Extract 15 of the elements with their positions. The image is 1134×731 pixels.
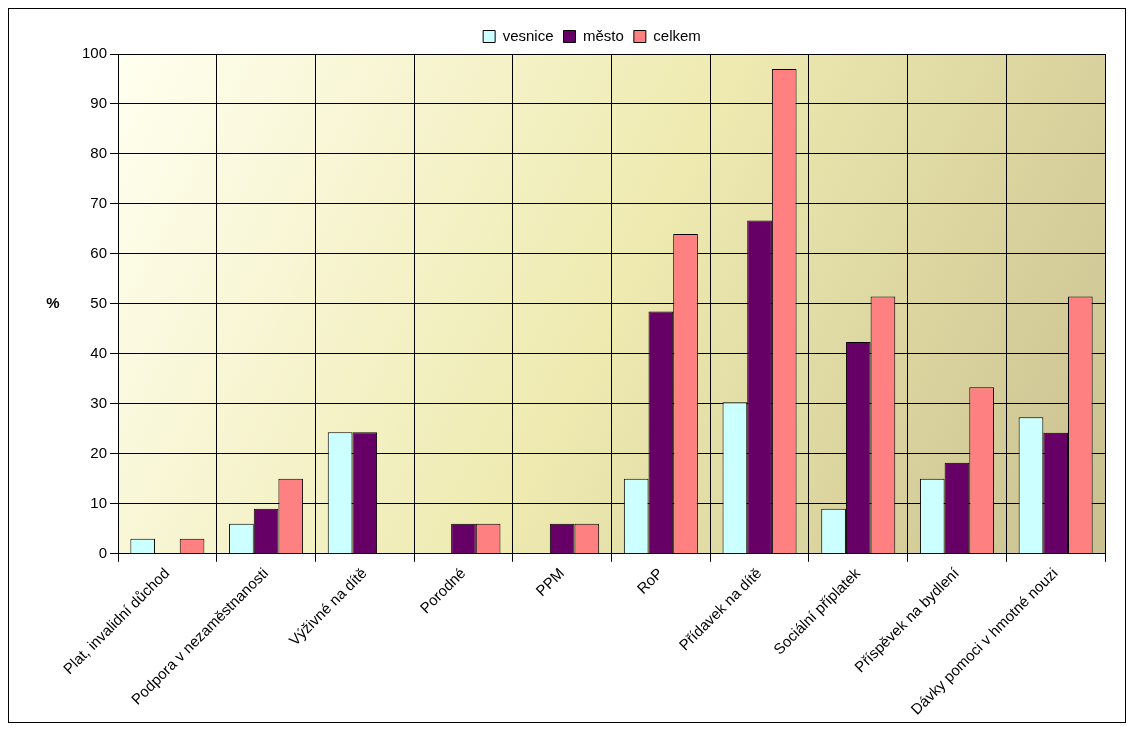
y-tick-label: 70: [90, 194, 108, 212]
y-tick-label: 0: [98, 543, 108, 561]
y-tick-label: 50: [90, 294, 108, 312]
y-tick-label: 20: [90, 443, 108, 461]
y-tick-label: 100: [82, 44, 108, 62]
legend-label: vesnice: [502, 26, 554, 44]
y-tick-label: 80: [90, 144, 108, 162]
y-tick-label: 30: [90, 393, 108, 411]
y-tick-label: 60: [90, 244, 108, 262]
legend-label: město: [583, 26, 624, 44]
y-tick-label: 90: [90, 94, 108, 112]
y-tick-label: 10: [90, 493, 108, 511]
y-axis-title: %: [46, 294, 60, 312]
y-tick-label: 40: [90, 344, 108, 362]
legend-label: celkem: [653, 26, 701, 44]
